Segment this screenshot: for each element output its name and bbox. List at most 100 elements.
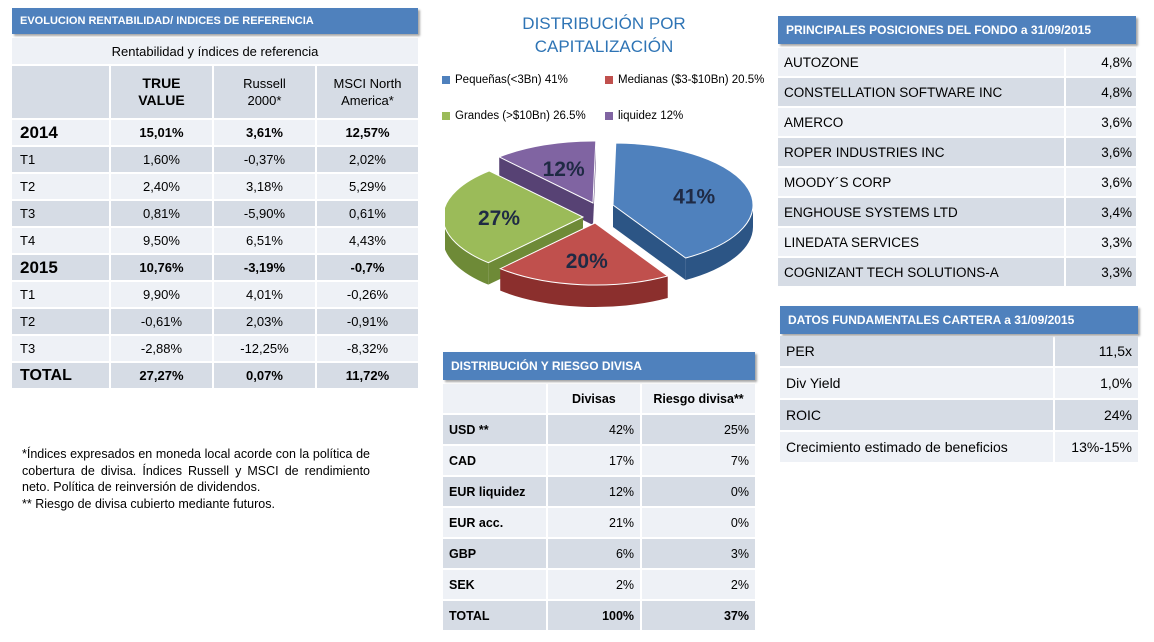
divisa-row-divisas: 17% (547, 446, 641, 475)
divisa-header-empty (443, 384, 546, 413)
fundamental-name: ROIC (780, 400, 1053, 430)
fundamental-name: Crecimiento estimado de beneficios (780, 432, 1053, 462)
row-value: -8,32% (316, 336, 418, 361)
posiciones-header: PRINCIPALES POSICIONES DEL FONDO a 31/09… (778, 16, 1136, 44)
divisa-row-divisas: 12% (547, 477, 641, 506)
legend-item-pequenas: Pequeñas(<3Bn) 41% (442, 74, 568, 86)
row-value: 6,51% (213, 228, 315, 253)
pie-chart: 41% 20% 27% 12% (445, 140, 754, 307)
row-value: -2,88% (110, 336, 212, 361)
row-value: 0,81% (110, 201, 212, 226)
divisa-row-divisas: 21% (547, 508, 641, 537)
fundamental-value: 1,0% (1055, 368, 1138, 398)
posicion-row: MOODY´S CORP 3,6% (778, 168, 1136, 196)
posicion-row: COGNIZANT TECH SOLUTIONS-A 3,3% (778, 258, 1136, 286)
row-label: T3 (12, 201, 109, 226)
fundamentales-header: DATOS FUNDAMENTALES CARTERA a 31/09/2015 (780, 306, 1138, 334)
divisa-row: USD ** 42% 25% (443, 415, 755, 444)
rentabilidad-row: T3 0,81% -5,90% 0,61% (12, 201, 418, 226)
posicion-name: CONSTELLATION SOFTWARE INC (778, 78, 1064, 106)
divisa-row-divisas: 100% (547, 601, 641, 630)
divisa-row-label: GBP (443, 539, 546, 568)
row-value: -3,19% (213, 255, 315, 280)
divisa-row-label: TOTAL (443, 601, 546, 630)
row-value: -0,7% (316, 255, 418, 280)
row-value: 10,76% (110, 255, 212, 280)
row-value: 2,02% (316, 147, 418, 172)
divisa-row-label: USD ** (443, 415, 546, 444)
row-value: 3,18% (213, 174, 315, 199)
rentabilidad-row: T4 9,50% 6,51% 4,43% (12, 228, 418, 253)
pie-face-liquidez (499, 156, 593, 225)
rentabilidad-row: TOTAL 27,27% 0,07% 11,72% (12, 363, 418, 388)
row-value: -12,25% (213, 336, 315, 361)
posicion-value: 3,6% (1066, 108, 1136, 136)
posicion-value: 3,4% (1066, 198, 1136, 226)
divisa-col-riesgo: Riesgo divisa** (642, 384, 755, 413)
fundamental-value: 13%-15% (1055, 432, 1138, 462)
divisa-row-label: EUR acc. (443, 508, 546, 537)
posicion-value: 4,8% (1066, 48, 1136, 76)
rentabilidad-subheader: Rentabilidad y índices de referencia (12, 38, 418, 64)
divisa-col-divisas: Divisas (547, 384, 641, 413)
row-value: 15,01% (110, 120, 212, 145)
legend-label-liquidez: liquidez 12% (618, 110, 684, 122)
row-value: 4,01% (213, 282, 315, 307)
posicion-row: ENGHOUSE SYSTEMS LTD 3,4% (778, 198, 1136, 226)
divisa-column-header-row: Divisas Riesgo divisa** (443, 384, 755, 413)
column-header-true-value-text: TRUE VALUE (138, 75, 185, 108)
rentabilidad-row: T3 -2,88% -12,25% -8,32% (12, 336, 418, 361)
pie-slice-grandes (445, 170, 585, 264)
fundamental-row: PER 11,5x (780, 336, 1138, 366)
posicion-name: LINEDATA SERVICES (778, 228, 1064, 256)
posicion-row: AMERCO 3,6% (778, 108, 1136, 136)
footnote-line-1: *Índices expresados en moneda local acor… (22, 447, 370, 494)
divisa-row-riesgo: 0% (642, 477, 755, 506)
divisa-row-riesgo: 0% (642, 508, 755, 537)
posicion-value: 3,6% (1066, 138, 1136, 166)
pie-label-grandes: 27% (478, 207, 520, 230)
posicion-value: 3,3% (1066, 228, 1136, 256)
pie-side-medianas (500, 268, 668, 307)
pie-title-line-1: DISTRIBUCIÓN POR (522, 14, 686, 33)
row-label: T1 (12, 147, 109, 172)
divisa-row-riesgo: 3% (642, 539, 755, 568)
posiciones-table: AUTOZONE 4,8% CONSTELLATION SOFTWARE INC 4,… (776, 46, 1138, 288)
divisa-header: DISTRIBUCIÓN Y RIESGO DIVISA (443, 352, 755, 380)
row-value: 0,61% (316, 201, 418, 226)
posicion-value: 4,8% (1066, 78, 1136, 106)
pie-side-pequenas (685, 205, 753, 281)
divisa-row-label: SEK (443, 570, 546, 599)
row-value: 0,07% (213, 363, 315, 388)
divisa-row: CAD 17% 7% (443, 446, 755, 475)
posicion-name: AMERCO (778, 108, 1064, 136)
column-header-true-value: TRUE VALUE (110, 66, 212, 118)
row-value: 2,03% (213, 309, 315, 334)
pie-title-line-2: CAPITALIZACIÓN (534, 37, 674, 56)
legend-item-liquidez: liquidez 12% (605, 110, 683, 122)
divisa-row: GBP 6% 3% (443, 539, 755, 568)
fundamental-row: Crecimiento estimado de beneficios 13%-15… (780, 432, 1138, 462)
divisa-row-riesgo: 25% (642, 415, 755, 444)
legend-swatch-medianas (605, 76, 613, 84)
posicion-name: MOODY´S CORP (778, 168, 1064, 196)
column-header-msci-text: MSCI North America* (333, 76, 402, 108)
posicion-name: ROPER INDUSTRIES INC (778, 138, 1064, 166)
rentabilidad-column-header-row: TRUE VALUE Russell 2000* MSCI North Amer… (12, 66, 418, 118)
posicion-row: AUTOZONE 4,8% (778, 48, 1136, 76)
rentabilidad-row: T1 1,60% -0,37% 2,02% (12, 147, 418, 172)
divisa-row: SEK 2% 2% (443, 570, 755, 599)
row-label: T3 (12, 336, 109, 361)
fundamentales-table: PER 11,5x Div Yield 1,0% ROIC 24% Crecimiento … (778, 334, 1140, 464)
row-label: T2 (12, 309, 109, 334)
row-value: 12,57% (316, 120, 418, 145)
posicion-row: CONSTELLATION SOFTWARE INC 4,8% (778, 78, 1136, 106)
rentabilidad-row: 2014 15,01% 3,61% 12,57% (12, 120, 418, 145)
row-label: T1 (12, 282, 109, 307)
posicion-row: ROPER INDUSTRIES INC 3,6% (778, 138, 1136, 166)
row-value: 9,90% (110, 282, 212, 307)
posicion-value: 3,6% (1066, 168, 1136, 196)
column-header-russell-text: Russell 2000* (243, 76, 286, 108)
row-label: TOTAL (12, 363, 109, 388)
row-value: 5,29% (316, 174, 418, 199)
